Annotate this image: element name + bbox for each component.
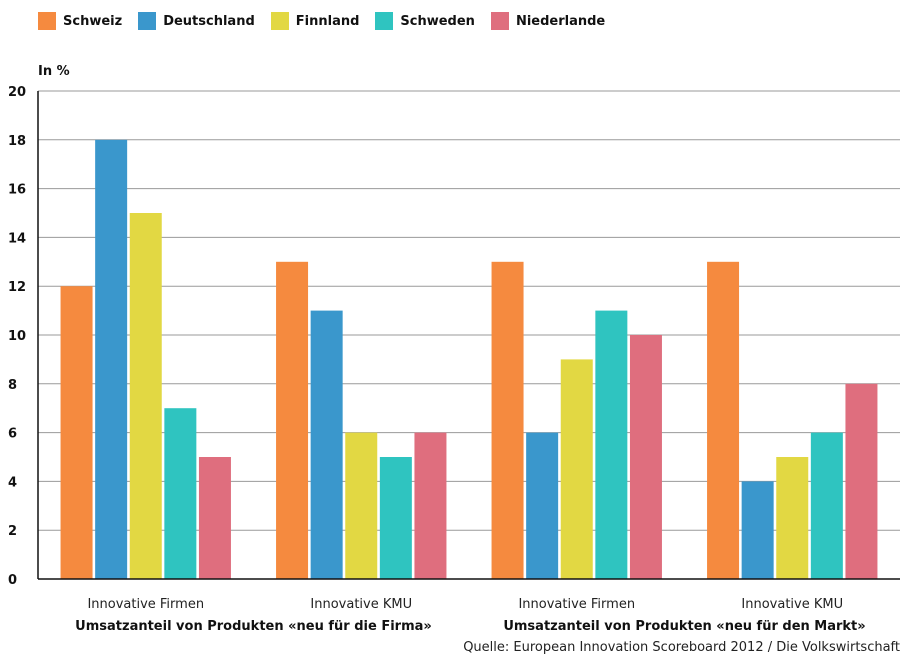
- bar: [379, 457, 412, 579]
- legend-label: Niederlande: [515, 13, 606, 29]
- legend-label: Finnland: [295, 13, 360, 29]
- y-tick-label: 20: [8, 85, 26, 100]
- legend-label: Schweiz: [63, 13, 123, 29]
- bar: [276, 261, 309, 579]
- bar: [707, 261, 740, 579]
- bar: [95, 139, 128, 580]
- category-labels: Innovative Firmen Innovative KMU Innovativ…: [87, 597, 843, 612]
- y-tick-label: 12: [8, 280, 26, 295]
- legend-item: Finnland: [270, 12, 360, 30]
- group-labels: Umsatzanteil von Produkten «neu für die …: [75, 619, 865, 634]
- bar: [310, 310, 343, 579]
- bar: [526, 432, 559, 579]
- y-tick-label: 8: [8, 378, 17, 393]
- bar: [810, 432, 843, 579]
- x-category-label: Innovative Firmen: [518, 597, 635, 612]
- bar: [776, 457, 809, 579]
- y-tick-label: 14: [8, 231, 26, 246]
- y-axis-ticks: 0 2 4 6 8 10 12 14 16 18 20: [8, 85, 26, 588]
- legend-item: Deutschland: [138, 12, 255, 30]
- x-category-label: Innovative KMU: [741, 597, 843, 612]
- legend-swatch: [38, 12, 56, 30]
- bar: [491, 261, 524, 579]
- x-category-label: Innovative KMU: [310, 597, 412, 612]
- legend-item: Niederlande: [490, 12, 606, 30]
- bar: [164, 408, 197, 579]
- y-unit-label: In %: [38, 64, 70, 79]
- legend-item: Schweiz: [38, 12, 122, 30]
- source-note: Quelle: European Innovation Scoreboard 2…: [463, 640, 900, 655]
- legend-swatch: [138, 12, 157, 30]
- legend-swatch: [375, 12, 394, 30]
- bar: [595, 310, 628, 579]
- y-tick-label: 18: [8, 134, 26, 149]
- bar: [60, 286, 93, 579]
- y-tick-label: 4: [8, 475, 17, 490]
- bar: [560, 359, 593, 579]
- legend-label: Schweden: [400, 13, 475, 29]
- legend-label: Deutschland: [163, 13, 255, 29]
- y-tick-label: 0: [8, 573, 17, 588]
- legend: Schweiz Deutschland Finnland Schweden Nieder…: [38, 10, 621, 32]
- y-tick-label: 10: [8, 329, 26, 344]
- bar: [629, 335, 662, 579]
- legend-item: Schweden: [375, 12, 475, 30]
- bar: [741, 481, 774, 579]
- bar: [345, 432, 378, 579]
- bar: [845, 383, 878, 579]
- bar: [129, 213, 162, 579]
- x-category-label: Innovative Firmen: [87, 597, 204, 612]
- bar: [198, 457, 231, 579]
- y-tick-label: 6: [8, 427, 17, 442]
- legend-swatch: [490, 12, 509, 30]
- bars: [60, 139, 878, 580]
- bar: [414, 432, 447, 579]
- y-tick-label: 2: [8, 524, 17, 539]
- x-group-label: Umsatzanteil von Produkten «neu für die …: [75, 619, 432, 634]
- y-tick-label: 16: [8, 183, 26, 198]
- x-group-label: Umsatzanteil von Produkten «neu für den …: [503, 619, 865, 634]
- legend-swatch: [270, 12, 289, 30]
